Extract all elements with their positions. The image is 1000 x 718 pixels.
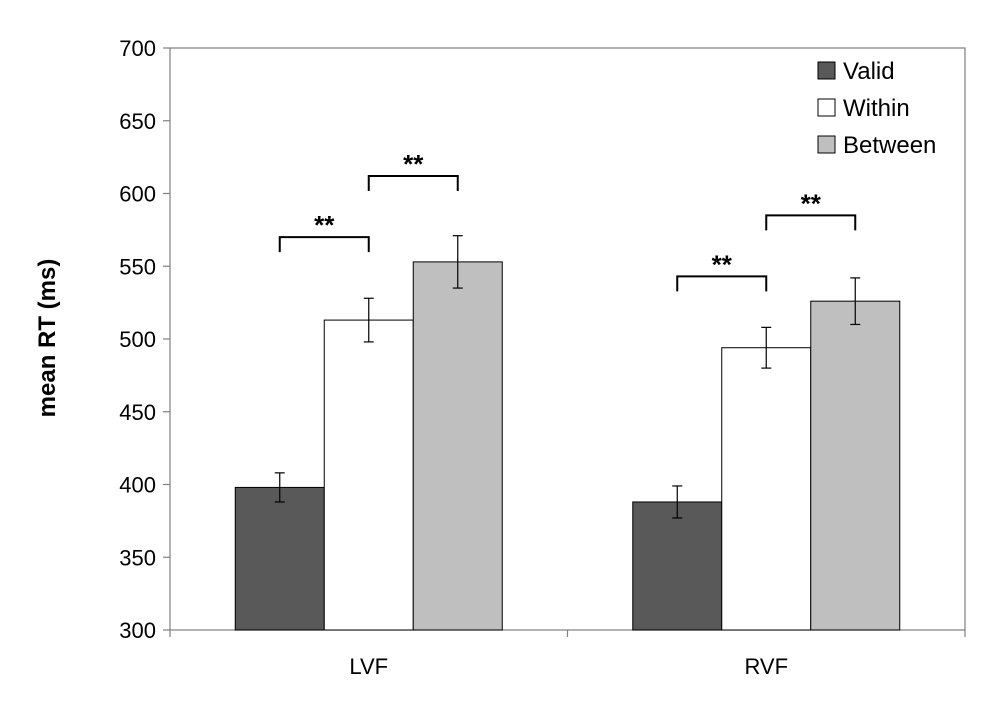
significance-bracket xyxy=(676,275,768,292)
y-axis-label: mean RT (ms) xyxy=(34,259,61,418)
y-tick-label: 400 xyxy=(119,473,156,498)
y-tick-label: 600 xyxy=(119,182,156,207)
significance-bracket xyxy=(367,175,459,192)
x-tick-label: RVF xyxy=(744,654,788,679)
y-tick-label: 500 xyxy=(119,327,156,352)
bar-within xyxy=(323,319,414,631)
significance-label: ** xyxy=(801,188,822,218)
significance-bracket xyxy=(765,214,857,231)
significance-bracket xyxy=(278,236,370,253)
x-tick-label: LVF xyxy=(349,654,388,679)
y-tick-label: 450 xyxy=(119,400,156,425)
y-tick-label: 550 xyxy=(119,254,156,279)
significance-label: ** xyxy=(314,210,335,240)
plot-area: 300 350 400 450 500 550 600 650 700 LVF RVF ** ** ** *… xyxy=(119,36,966,679)
bar-valid xyxy=(234,486,325,631)
significance-label: ** xyxy=(712,249,733,279)
legend-label-between: Between xyxy=(843,132,936,159)
y-tick-label: 700 xyxy=(119,36,156,61)
bar-valid xyxy=(632,501,723,631)
legend-label-valid: Valid xyxy=(843,58,895,85)
bar-between xyxy=(810,300,901,631)
y-tick-label: 300 xyxy=(119,618,156,643)
y-tick-label: 650 xyxy=(119,109,156,134)
legend-swatch-within xyxy=(817,98,836,117)
bar-within xyxy=(721,347,812,631)
significance-label: ** xyxy=(403,149,424,179)
y-tick-label: 350 xyxy=(119,545,156,570)
bar-between xyxy=(412,261,503,631)
legend-label-within: Within xyxy=(843,95,910,122)
legend-swatch-between xyxy=(817,135,836,154)
legend-swatch-valid xyxy=(817,61,836,80)
